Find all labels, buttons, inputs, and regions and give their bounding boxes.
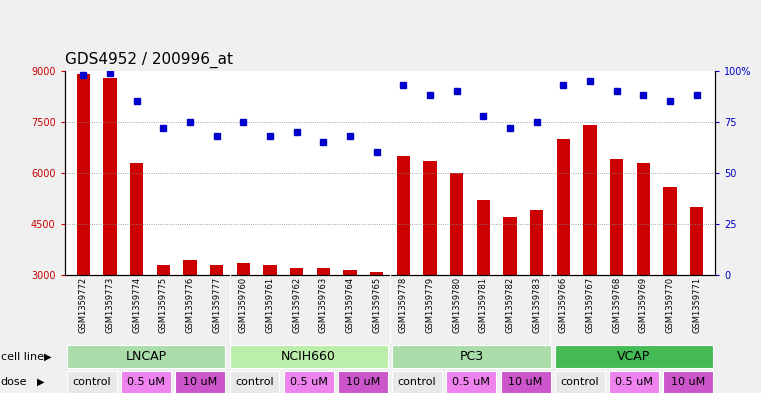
Bar	[157, 265, 170, 275]
Text: GSM1359765: GSM1359765	[372, 277, 381, 333]
Bar	[610, 159, 623, 275]
Text: GSM1359776: GSM1359776	[186, 277, 195, 333]
Text: GSM1359778: GSM1359778	[399, 277, 408, 333]
FancyBboxPatch shape	[555, 345, 713, 368]
Bar	[370, 272, 384, 275]
Text: GSM1359782: GSM1359782	[505, 277, 514, 333]
Text: control: control	[560, 377, 599, 387]
Text: dose: dose	[1, 377, 27, 387]
Text: 10 uM: 10 uM	[183, 377, 218, 387]
Bar	[637, 163, 650, 275]
FancyBboxPatch shape	[284, 371, 333, 393]
Text: GSM1359768: GSM1359768	[612, 277, 621, 333]
Bar	[690, 207, 703, 275]
Text: PC3: PC3	[460, 350, 483, 363]
Text: 0.5 uM: 0.5 uM	[290, 377, 328, 387]
Bar	[263, 265, 277, 275]
FancyBboxPatch shape	[392, 345, 550, 368]
FancyBboxPatch shape	[664, 371, 713, 393]
Bar	[557, 139, 570, 275]
Bar	[476, 200, 490, 275]
Text: ▶: ▶	[44, 352, 52, 362]
Text: LNCAP: LNCAP	[126, 350, 167, 363]
Text: GSM1359772: GSM1359772	[79, 277, 88, 333]
FancyBboxPatch shape	[67, 345, 225, 368]
Text: ▶: ▶	[37, 377, 44, 387]
Bar	[183, 260, 196, 275]
Text: GSM1359763: GSM1359763	[319, 277, 328, 333]
Text: GSM1359764: GSM1359764	[345, 277, 355, 333]
Text: control: control	[72, 377, 111, 387]
Bar	[130, 163, 143, 275]
Text: GSM1359771: GSM1359771	[693, 277, 701, 333]
Text: VCAP: VCAP	[617, 350, 651, 363]
FancyBboxPatch shape	[555, 371, 605, 393]
Bar	[450, 173, 463, 275]
FancyBboxPatch shape	[447, 371, 496, 393]
Text: GDS4952 / 200996_at: GDS4952 / 200996_at	[65, 52, 233, 68]
Text: GSM1359761: GSM1359761	[266, 277, 275, 333]
Text: GSM1359781: GSM1359781	[479, 277, 488, 333]
Text: control: control	[235, 377, 274, 387]
FancyBboxPatch shape	[230, 371, 279, 393]
Bar	[664, 187, 677, 275]
Bar	[77, 74, 90, 275]
Text: GSM1359766: GSM1359766	[559, 277, 568, 333]
Text: GSM1359773: GSM1359773	[106, 277, 114, 333]
FancyBboxPatch shape	[67, 371, 116, 393]
Text: control: control	[398, 377, 437, 387]
Text: GSM1359777: GSM1359777	[212, 277, 221, 333]
Bar	[237, 263, 250, 275]
Bar	[396, 156, 410, 275]
Bar	[103, 77, 116, 275]
Text: GSM1359780: GSM1359780	[452, 277, 461, 333]
Text: GSM1359774: GSM1359774	[132, 277, 142, 333]
Text: GSM1359783: GSM1359783	[532, 277, 541, 333]
Text: GSM1359769: GSM1359769	[638, 277, 648, 333]
Bar	[530, 210, 543, 275]
FancyBboxPatch shape	[230, 345, 388, 368]
Bar	[584, 125, 597, 275]
Text: 0.5 uM: 0.5 uM	[452, 377, 490, 387]
Text: 0.5 uM: 0.5 uM	[615, 377, 653, 387]
Bar	[290, 268, 304, 275]
Text: GSM1359762: GSM1359762	[292, 277, 301, 333]
FancyBboxPatch shape	[392, 371, 442, 393]
Text: GSM1359770: GSM1359770	[666, 277, 674, 333]
Text: 0.5 uM: 0.5 uM	[127, 377, 165, 387]
Text: 10 uM: 10 uM	[671, 377, 705, 387]
Text: GSM1359775: GSM1359775	[159, 277, 168, 333]
Text: NCIH660: NCIH660	[282, 350, 336, 363]
Bar	[423, 161, 437, 275]
FancyBboxPatch shape	[121, 371, 171, 393]
FancyBboxPatch shape	[501, 371, 550, 393]
Text: GSM1359779: GSM1359779	[425, 277, 435, 333]
FancyBboxPatch shape	[175, 371, 225, 393]
Bar	[317, 268, 330, 275]
Bar	[343, 270, 357, 275]
Text: 10 uM: 10 uM	[345, 377, 380, 387]
FancyBboxPatch shape	[338, 371, 388, 393]
Bar	[503, 217, 517, 275]
FancyBboxPatch shape	[609, 371, 659, 393]
Text: 10 uM: 10 uM	[508, 377, 543, 387]
Text: GSM1359767: GSM1359767	[585, 277, 594, 333]
Text: GSM1359760: GSM1359760	[239, 277, 248, 333]
Text: cell line: cell line	[1, 352, 44, 362]
Bar	[210, 265, 223, 275]
